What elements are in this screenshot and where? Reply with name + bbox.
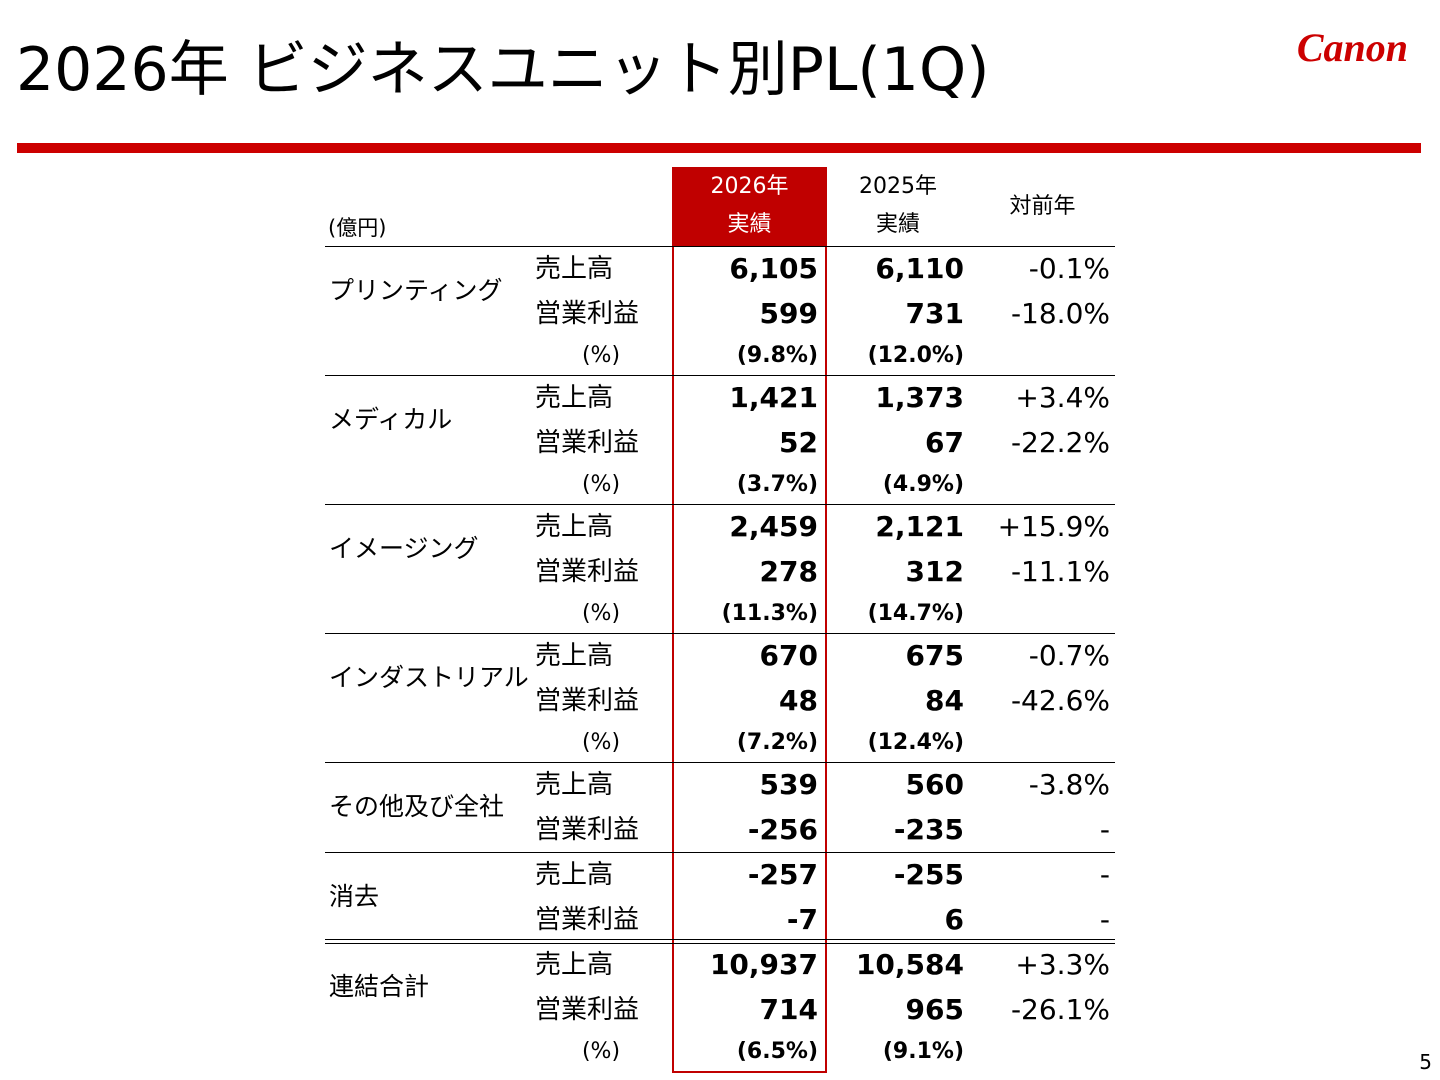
cell-value: 48 xyxy=(779,683,818,717)
group-name: 連結合計 xyxy=(329,972,430,1001)
column-header: 2026年 xyxy=(710,174,789,199)
double-line xyxy=(325,939,1115,940)
cell-value: 1,421 xyxy=(729,380,818,414)
cell-value: +3.4% xyxy=(1015,380,1110,414)
cell-value: -18.0% xyxy=(1010,296,1110,330)
column-header: 実績 xyxy=(875,212,920,237)
cell-value: (6.5%) xyxy=(736,1038,818,1064)
row-label: 営業利益 xyxy=(535,814,640,845)
highlight-box xyxy=(672,167,827,1073)
group-line xyxy=(325,504,1115,505)
logo: Canon xyxy=(1296,25,1408,70)
cell-value: - xyxy=(1099,857,1110,891)
cell-value: -22.2% xyxy=(1010,425,1110,459)
row-label: 売上高 xyxy=(535,382,614,413)
cell-value: (7.2%) xyxy=(736,729,818,755)
group-line xyxy=(325,246,1115,247)
row-label: 売上高 xyxy=(535,859,614,890)
row-label: (%) xyxy=(581,471,621,497)
cell-value: -11.1% xyxy=(1010,554,1110,588)
cell-value: -256 xyxy=(747,812,818,846)
cell-value: (11.3%) xyxy=(721,600,818,626)
row-label: 売上高 xyxy=(535,511,614,542)
cell-value: 6,110 xyxy=(875,251,964,285)
group-name: その他及び全社 xyxy=(329,792,505,821)
cell-value: 312 xyxy=(905,554,964,588)
cell-value: (12.0%) xyxy=(867,342,964,368)
double-line xyxy=(325,943,1115,944)
row-label: (%) xyxy=(581,600,621,626)
row-label: (%) xyxy=(581,1038,621,1064)
row-label: 売上高 xyxy=(535,253,614,284)
cell-value: 10,584 xyxy=(855,947,964,981)
group-name: プリンティング xyxy=(329,276,503,305)
group-name: イメージング xyxy=(329,534,479,563)
cell-value: +15.9% xyxy=(997,509,1110,543)
group-name: インダストリアル xyxy=(329,663,529,692)
column-header: 2025年 xyxy=(859,174,937,199)
row-label: 営業利益 xyxy=(535,904,640,935)
cell-value: +3.3% xyxy=(1015,947,1110,981)
cell-value: -0.7% xyxy=(1028,638,1110,672)
cell-value: (14.7%) xyxy=(867,600,964,626)
row-label: (%) xyxy=(581,342,621,368)
row-label: (%) xyxy=(581,729,621,755)
cell-value: -26.1% xyxy=(1010,992,1110,1026)
cell-value: 539 xyxy=(759,767,818,801)
row-label: 営業利益 xyxy=(535,994,640,1025)
cell-value: 599 xyxy=(759,296,818,330)
cell-value: - xyxy=(1099,812,1110,846)
cell-value: 67 xyxy=(925,425,964,459)
row-label: 売上高 xyxy=(535,769,614,800)
highlight-header xyxy=(673,168,826,246)
group-name: メディカル xyxy=(329,405,453,434)
cell-value: 278 xyxy=(759,554,818,588)
title-bar xyxy=(17,143,1421,153)
cell-value: (9.1%) xyxy=(882,1038,964,1064)
group-line xyxy=(325,375,1115,376)
row-label: 売上高 xyxy=(535,949,614,980)
cell-value: 6 xyxy=(944,902,964,936)
cell-value: (12.4%) xyxy=(867,729,964,755)
row-label: 営業利益 xyxy=(535,298,640,329)
column-header: 対前年 xyxy=(1009,194,1076,219)
row-label: 営業利益 xyxy=(535,685,640,716)
row-label: 売上高 xyxy=(535,640,614,671)
cell-value: (4.9%) xyxy=(882,471,964,497)
group-name: 消去 xyxy=(329,882,380,911)
page-number: 5 xyxy=(1419,1050,1432,1074)
cell-value: 52 xyxy=(779,425,818,459)
cell-value: 965 xyxy=(905,992,964,1026)
unit: (億円) xyxy=(328,216,387,240)
cell-value: 6,105 xyxy=(729,251,818,285)
group-line xyxy=(325,633,1115,634)
cell-value: 731 xyxy=(905,296,964,330)
cell-value: -255 xyxy=(893,857,964,891)
cell-value: 10,937 xyxy=(709,947,818,981)
cell-value: 675 xyxy=(905,638,964,672)
cell-value: -235 xyxy=(893,812,964,846)
cell-value: -257 xyxy=(747,857,818,891)
group-line xyxy=(325,852,1115,853)
cell-value: 84 xyxy=(925,683,964,717)
cell-value: - xyxy=(1099,902,1110,936)
cell-value: 1,373 xyxy=(875,380,964,414)
row-label: 営業利益 xyxy=(535,427,640,458)
column-header: 実績 xyxy=(727,212,772,237)
group-line xyxy=(325,762,1115,763)
cell-value: 714 xyxy=(759,992,818,1026)
cell-value: (9.8%) xyxy=(736,342,818,368)
row-label: 営業利益 xyxy=(535,556,640,587)
cell-value: 2,459 xyxy=(729,509,818,543)
cell-value: 670 xyxy=(759,638,818,672)
cell-value: -3.8% xyxy=(1028,767,1110,801)
cell-value: 2,121 xyxy=(875,509,964,543)
title: 2026年 ビジネスユニット別PL(1Q) xyxy=(16,35,990,105)
cell-value: -7 xyxy=(786,902,818,936)
cell-value: (3.7%) xyxy=(736,471,818,497)
cell-value: 560 xyxy=(905,767,964,801)
cell-value: -0.1% xyxy=(1028,251,1110,285)
cell-value: -42.6% xyxy=(1010,683,1110,717)
